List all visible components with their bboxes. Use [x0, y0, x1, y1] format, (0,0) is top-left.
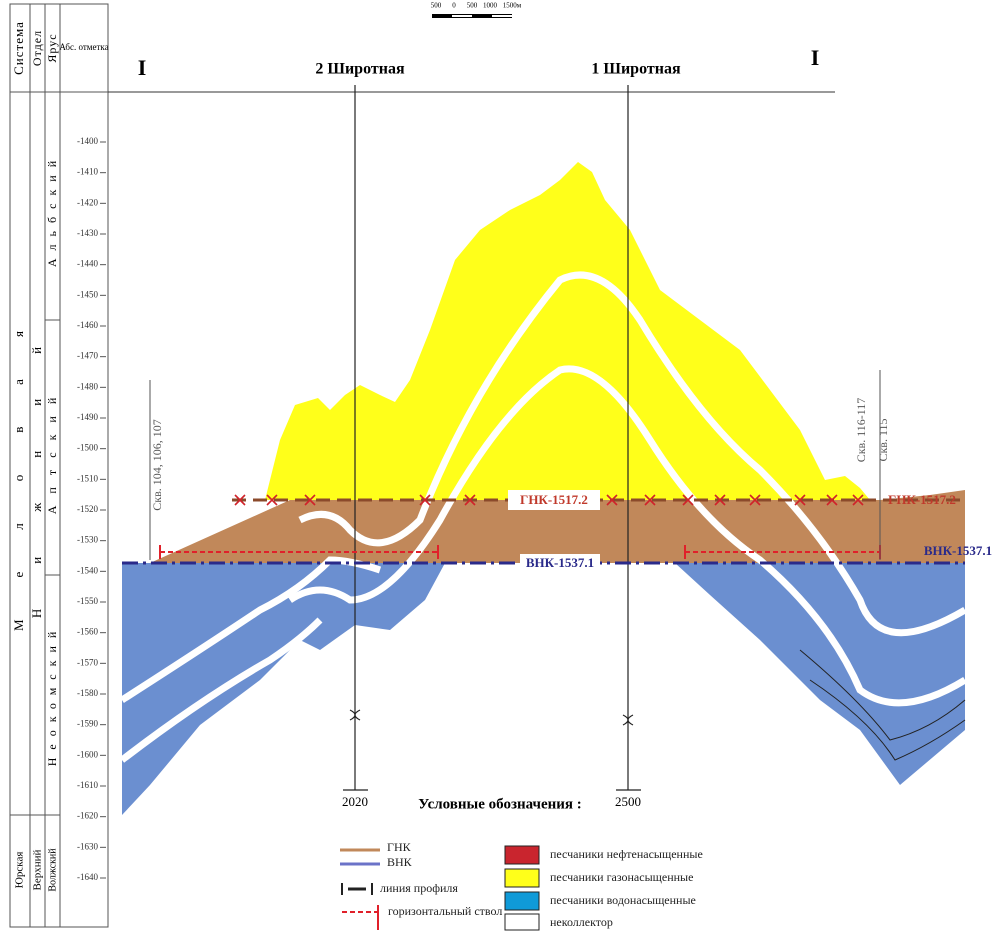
legend-title: Условные обозначения :: [418, 796, 582, 812]
legend-swatch: [505, 892, 539, 910]
depth-tick-label: -1400: [77, 136, 98, 146]
division-name: Нижний: [29, 302, 44, 618]
depth-tick-label: -1570: [77, 657, 98, 667]
depth-tick-label: -1560: [77, 627, 98, 637]
profile-label: 1 Широтная: [591, 61, 681, 78]
depth-tick-label: -1470: [77, 351, 98, 361]
depth-tick-label: -1490: [77, 412, 98, 422]
system-name: Меловая: [11, 289, 26, 631]
depth-tick-label: -1450: [77, 289, 98, 299]
header: Абс. отметка: [59, 42, 108, 52]
well-label: Скв. 115: [876, 418, 890, 461]
profile-mark: 2500: [615, 794, 641, 809]
scale-label: 1500м: [503, 2, 522, 10]
depth-tick-label: -1460: [77, 320, 98, 330]
depth-tick-label: -1510: [77, 473, 98, 483]
well-label: Скв. 116-117: [854, 398, 868, 463]
depth-tick-label: -1550: [77, 596, 98, 606]
division-name: Верхний: [32, 849, 44, 890]
depth-tick-label: -1590: [77, 719, 98, 729]
system-name: Юрская: [14, 852, 26, 889]
depth-tick-label: -1430: [77, 228, 98, 238]
scale-label: 0: [452, 2, 456, 10]
gas-zone: [265, 162, 870, 500]
depth-tick-label: -1500: [77, 443, 98, 453]
legend-label: песчаники газонасыщенные: [550, 870, 693, 884]
profile-label: 2 Широтная: [315, 61, 405, 78]
depth-tick-label: -1420: [77, 197, 98, 207]
legend-label: ГНК: [387, 840, 412, 854]
header: Отдел: [30, 30, 44, 66]
legend-label: горизонтальный ствол: [388, 904, 502, 918]
legend-label: неколлектор: [550, 915, 613, 929]
gnk-label: ГНК-1517.2: [888, 492, 956, 507]
depth-tick-label: -1480: [77, 381, 98, 391]
depth-tick-label: -1410: [77, 167, 98, 177]
scale-label: 500: [467, 2, 478, 10]
depth-tick-label: -1620: [77, 811, 98, 821]
legend-label: песчаники водонасыщенные: [550, 893, 696, 907]
depth-tick-label: -1600: [77, 749, 98, 759]
profile-mark: 2020: [342, 794, 368, 809]
scale-label: 1000: [483, 2, 498, 10]
depth-tick-label: -1580: [77, 688, 98, 698]
legend-label: линия профиля: [380, 881, 458, 895]
header: Система: [11, 21, 26, 75]
depth-tick-label: -1520: [77, 504, 98, 514]
stage-name: Аптский: [45, 386, 59, 514]
stage-name: Неокомский: [45, 624, 59, 767]
scale-bar: 500 0 500 1000 1500м: [431, 2, 522, 18]
water-zone: [675, 563, 965, 785]
gnk-label: ГНК-1517.2: [520, 492, 588, 507]
cross-section: 500 0 500 1000 1500м Система Отдел Ярус …: [0, 0, 995, 933]
legend-label: песчаники нефтенасыщенные: [550, 847, 703, 861]
well-label: Скв. 104, 106, 107: [150, 419, 164, 511]
depth-tick-label: -1610: [77, 780, 98, 790]
vnk-label: ВНК-1537.1: [924, 543, 992, 558]
legend-swatch: [342, 883, 378, 930]
header: Ярус: [45, 33, 59, 62]
legend-swatch: [505, 914, 539, 930]
stage-name: Волжский: [47, 848, 58, 892]
section-start: I: [138, 55, 147, 80]
legend-swatch: [505, 869, 539, 887]
legend-label: ВНК: [387, 855, 413, 869]
depth-tick-label: -1540: [77, 565, 98, 575]
section-end: I: [811, 45, 820, 70]
depth-tick-label: -1630: [77, 841, 98, 851]
depth-tick-label: -1640: [77, 872, 98, 882]
vnk-label: ВНК-1537.1: [526, 555, 594, 570]
scale-label: 500: [431, 2, 442, 10]
legend-swatch: [505, 846, 539, 864]
depth-tick-label: -1440: [77, 259, 98, 269]
stage-name: Альбский: [45, 153, 59, 267]
depth-tick-label: -1530: [77, 535, 98, 545]
